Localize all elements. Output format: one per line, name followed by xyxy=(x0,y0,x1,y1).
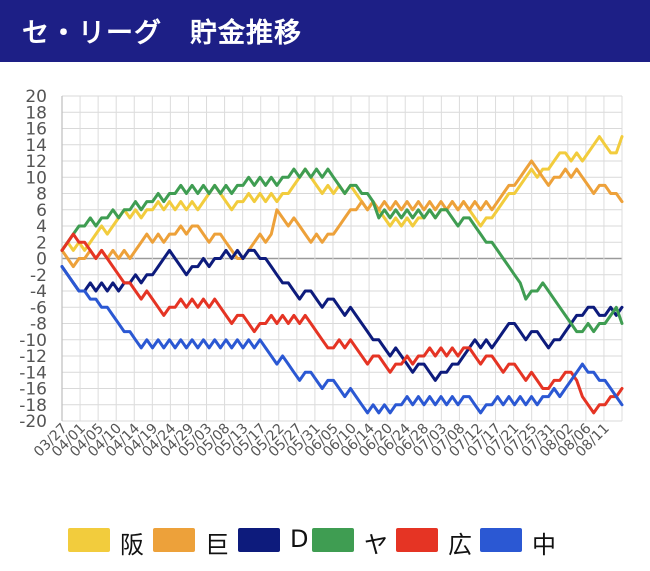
legend-label: D xyxy=(290,525,309,553)
series-line xyxy=(60,265,624,415)
y-tick-label: 18 xyxy=(25,103,47,123)
legend: 阪 巨 D ヤ 広 中 xyxy=(0,522,650,562)
y-tick-label: 4 xyxy=(36,217,47,237)
y-tick-label: -14 xyxy=(19,363,47,383)
y-tick-label: -12 xyxy=(19,347,47,367)
y-tick-label: 0 xyxy=(36,250,47,270)
y-tick-label: -16 xyxy=(19,380,47,400)
legend-swatch xyxy=(238,528,280,552)
x-axis-ticks: 03/2704/0104/0504/1004/1404/1904/2404/29… xyxy=(31,420,613,460)
series-line xyxy=(60,232,624,415)
y-tick-label: 12 xyxy=(25,152,47,172)
legend-swatch xyxy=(68,528,110,552)
legend-swatch xyxy=(480,528,522,552)
series-line xyxy=(60,167,624,334)
legend-swatch xyxy=(153,528,195,552)
y-tick-label: -18 xyxy=(19,396,47,416)
y-tick-label: -20 xyxy=(19,412,47,432)
legend-swatch xyxy=(312,528,354,552)
y-tick-label: 20 xyxy=(25,87,47,107)
y-tick-label: 10 xyxy=(25,168,47,188)
legend-label: 広 xyxy=(448,531,472,559)
y-tick-label: -8 xyxy=(30,315,47,335)
legend-label: 中 xyxy=(532,531,556,559)
title-bar: セ・リーグ 貯金推移 xyxy=(0,0,650,62)
y-tick-label: 16 xyxy=(25,120,47,140)
legend-label: 阪 xyxy=(120,531,144,559)
y-tick-label: 8 xyxy=(36,185,47,205)
y-tick-label: -10 xyxy=(19,331,47,351)
legend-label: ヤ xyxy=(364,531,388,559)
series-line xyxy=(60,159,624,269)
y-tick-label: 14 xyxy=(25,136,47,156)
series-line xyxy=(60,248,624,382)
y-tick-label: -4 xyxy=(30,282,47,302)
page-title: セ・リーグ 貯金推移 xyxy=(22,18,302,49)
legend-swatch xyxy=(396,528,438,552)
y-axis-ticks: 20181614121086420-2-4-6-8-10-12-14-16-18… xyxy=(19,87,47,432)
y-tick-label: -2 xyxy=(30,266,47,286)
legend-label: 巨 xyxy=(205,531,229,559)
y-tick-label: -6 xyxy=(30,298,47,318)
y-tick-label: 6 xyxy=(36,201,47,221)
series-lines xyxy=(60,135,624,415)
line-chart: 20181614121086420-2-4-6-8-10-12-14-16-18… xyxy=(19,87,624,460)
grid xyxy=(61,95,623,422)
y-tick-label: 2 xyxy=(36,233,47,253)
